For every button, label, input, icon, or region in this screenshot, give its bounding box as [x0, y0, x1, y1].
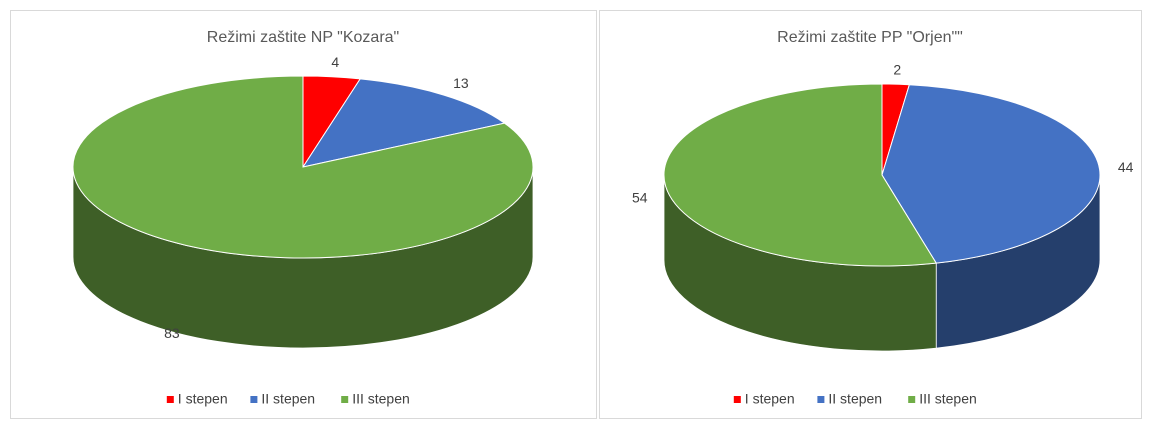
data-label: 83 [164, 325, 180, 341]
legend-label: II stepen [828, 391, 882, 407]
legend-label: II stepen [261, 391, 315, 407]
slice [881, 84, 1101, 264]
data-label: 44 [1118, 159, 1134, 175]
legend-label: III stepen [352, 391, 410, 407]
slice [663, 83, 938, 267]
legend-swatch [817, 396, 825, 403]
legend-swatch [341, 396, 349, 403]
data-label: 2 [893, 61, 901, 77]
slice [72, 75, 534, 259]
legend-swatch [908, 396, 916, 403]
legend-swatch [250, 396, 258, 403]
data-label: 4 [331, 54, 339, 70]
legend-label: I stepen [745, 391, 795, 407]
legend-label: I stepen [178, 391, 228, 407]
legend-swatch [733, 396, 741, 403]
legend-swatch [166, 396, 174, 403]
data-label: 54 [632, 189, 648, 205]
data-label: 13 [453, 75, 469, 91]
slice [301, 78, 506, 168]
chart-title: Režimi zaštite PP "Orjen"" [777, 29, 963, 46]
chart-title: Režimi zaštite NP "Kozara" [207, 29, 399, 46]
legend-label: III stepen [919, 391, 977, 407]
